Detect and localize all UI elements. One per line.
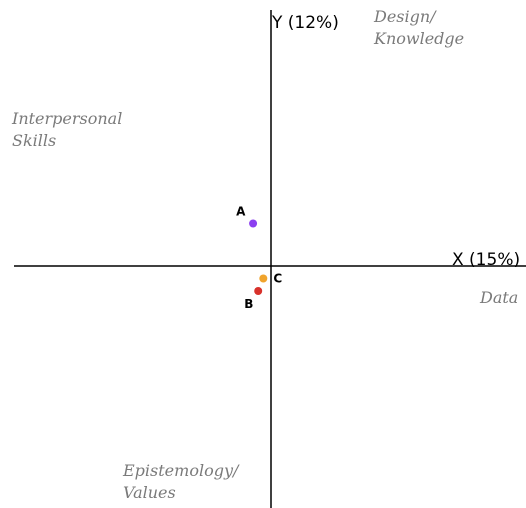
point xyxy=(249,219,258,228)
x-axis-label: X (15%) xyxy=(452,250,520,270)
quadrant-label: Knowledge xyxy=(373,29,464,48)
point-label: A xyxy=(236,205,246,219)
point xyxy=(259,274,268,283)
point xyxy=(254,287,263,295)
y-axis-label: Y (12%) xyxy=(271,13,339,33)
point-label: C xyxy=(273,272,282,286)
quadrant-label: Design/ xyxy=(373,7,437,26)
quadrant-label: Epistemology/ xyxy=(122,461,240,480)
quadrant-label: Values xyxy=(123,483,176,502)
quadrant-label: Skills xyxy=(12,131,56,150)
point-label: B xyxy=(244,297,253,311)
quadrant-label: Interpersonal xyxy=(11,109,122,128)
quadrant-label: Data xyxy=(479,288,518,307)
